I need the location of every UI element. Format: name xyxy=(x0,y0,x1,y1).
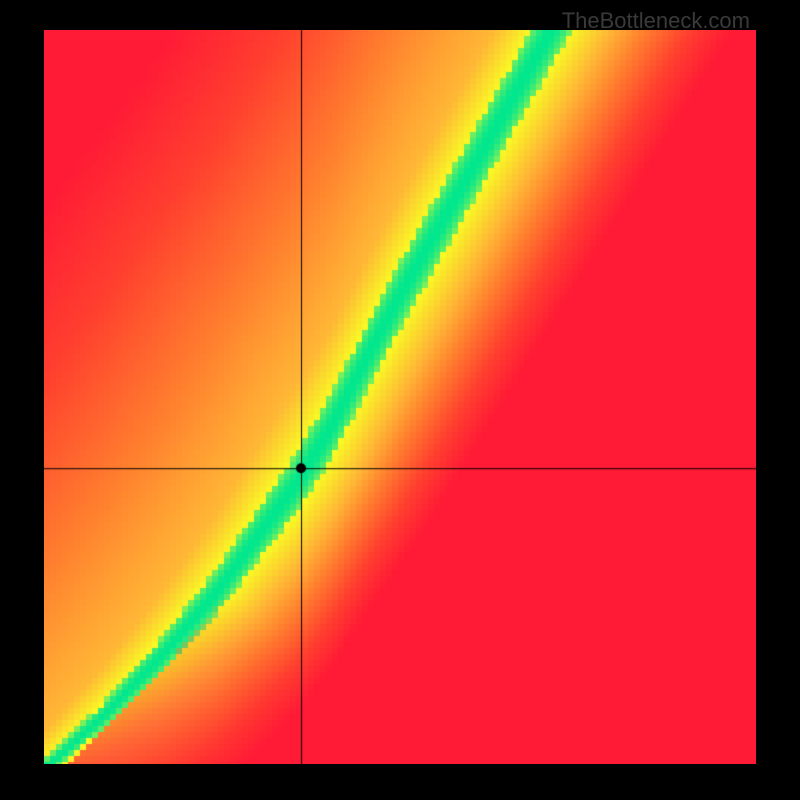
watermark-text: TheBottleneck.com xyxy=(562,8,750,34)
heatmap-chart xyxy=(44,30,756,764)
